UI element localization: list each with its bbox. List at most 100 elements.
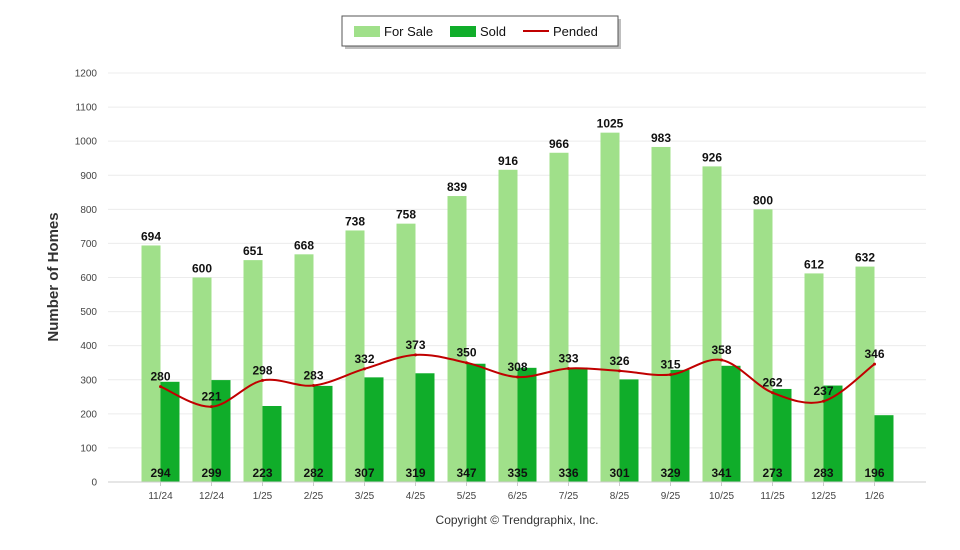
pended-point <box>210 405 213 409</box>
pended-value-label: 350 <box>456 346 476 360</box>
data-labels: 694 294 600 299 651 223 668 282 738 307 758 319 839 3… <box>141 117 885 480</box>
x-tick-label: 11/25 <box>760 491 785 502</box>
y-axis-label: Number of Homes <box>45 212 62 341</box>
pended-point <box>720 358 723 362</box>
for-sale-value-label: 1025 <box>597 117 624 131</box>
for-sale-value-label: 694 <box>141 229 161 243</box>
bar-sold <box>262 405 282 482</box>
bar-for-sale <box>855 266 875 482</box>
bar-for-sale <box>396 223 416 483</box>
pended-point <box>618 369 621 373</box>
bar-sold <box>415 373 435 482</box>
for-sale-value-label: 612 <box>804 257 824 271</box>
x-tick-label: 1/25 <box>253 491 273 502</box>
for-sale-value-label: 600 <box>192 262 212 276</box>
y-tick-label: 200 <box>80 409 97 420</box>
sold-value-label: 299 <box>201 466 221 480</box>
x-tick-label: 4/25 <box>406 491 426 502</box>
for-sale-value-label: 758 <box>396 208 416 222</box>
legend-box <box>341 15 619 47</box>
copyright-text: Copyright © Trendgraphix, Inc. <box>436 513 599 527</box>
for-sale-value-label: 839 <box>447 180 467 194</box>
sold-value-label: 307 <box>354 466 374 480</box>
pended-value-label: 346 <box>864 347 884 361</box>
bar-sold <box>772 388 792 482</box>
pended-value-label: 280 <box>150 370 170 384</box>
pended-value-label: 221 <box>201 390 221 404</box>
sold-value-label: 282 <box>303 466 323 480</box>
sold-value-label: 347 <box>456 466 476 480</box>
y-tick-label: 500 <box>80 307 97 318</box>
sold-value-label: 294 <box>150 466 170 480</box>
pended-value-label: 332 <box>354 352 374 366</box>
legend-label-sold: Sold <box>480 24 506 39</box>
x-tick-label: 12/24 <box>199 491 224 502</box>
pended-point <box>261 378 264 382</box>
sold-value-label: 319 <box>405 466 425 480</box>
bar-for-sale <box>243 260 263 482</box>
x-axis-ticks: 11/24 12/24 1/25 2/25 3/25 4/25 5/25 6/25 7/25 8/… <box>148 482 885 502</box>
bar-for-sale <box>294 254 314 482</box>
x-tick-label: 12/25 <box>811 491 836 502</box>
sold-value-label: 329 <box>660 466 680 480</box>
pended-point <box>822 399 825 403</box>
x-tick-label: 3/25 <box>355 491 375 502</box>
pended-value-label: 358 <box>711 343 731 357</box>
x-tick-label: 10/25 <box>709 491 734 502</box>
pended-point <box>516 375 519 379</box>
pended-value-label: 237 <box>813 384 833 398</box>
bar-sold <box>874 415 894 482</box>
x-tick-label: 9/25 <box>661 491 681 502</box>
y-tick-label: 100 <box>80 443 97 454</box>
sold-value-label: 223 <box>252 466 272 480</box>
x-tick-label: 7/25 <box>559 491 579 502</box>
pended-point <box>414 353 417 357</box>
pended-point <box>669 373 672 377</box>
pended-point <box>771 391 774 395</box>
pended-point <box>363 367 366 371</box>
y-tick-label: 700 <box>80 239 97 250</box>
pended-point <box>159 385 162 389</box>
bar-sold <box>517 367 537 482</box>
sold-value-label: 273 <box>762 466 782 480</box>
bar-sold <box>568 367 588 482</box>
for-sale-value-label: 926 <box>702 150 722 164</box>
legend-swatch-for-sale <box>354 26 380 37</box>
x-tick-label: 8/25 <box>610 491 630 502</box>
for-sale-value-label: 738 <box>345 214 365 228</box>
pended-value-label: 298 <box>252 363 272 377</box>
bar-for-sale <box>141 245 161 482</box>
y-tick-label: 800 <box>80 205 97 216</box>
for-sale-value-label: 983 <box>651 131 671 145</box>
bar-sold <box>364 377 384 482</box>
pended-value-label: 373 <box>405 338 425 352</box>
bar-sold <box>466 363 486 482</box>
legend-label-for-sale: For Sale <box>384 24 433 39</box>
bar-sold <box>670 369 690 482</box>
y-tick-label: 900 <box>80 171 97 182</box>
sold-value-label: 341 <box>711 466 731 480</box>
legend-label-pended: Pended <box>553 24 598 39</box>
bar-for-sale <box>498 169 518 482</box>
x-tick-label: 2/25 <box>304 491 324 502</box>
bar-sold <box>721 365 741 482</box>
pended-point <box>873 362 876 366</box>
sold-value-label: 283 <box>813 466 833 480</box>
y-tick-label: 300 <box>80 375 97 386</box>
sold-value-label: 196 <box>864 466 884 480</box>
bar-sold <box>313 385 333 482</box>
y-tick-label: 1200 <box>75 69 98 80</box>
y-tick-label: 400 <box>80 341 97 352</box>
pended-value-label: 315 <box>660 358 680 372</box>
bars <box>141 132 894 483</box>
pended-value-label: 333 <box>558 352 578 366</box>
sold-value-label: 301 <box>609 466 629 480</box>
y-tick-label: 600 <box>80 273 97 284</box>
pended-point <box>312 384 315 388</box>
pended-value-label: 326 <box>609 354 629 368</box>
y-tick-label: 1000 <box>75 137 98 148</box>
bar-sold <box>160 381 180 482</box>
bar-for-sale <box>702 166 722 482</box>
for-sale-value-label: 916 <box>498 154 518 168</box>
